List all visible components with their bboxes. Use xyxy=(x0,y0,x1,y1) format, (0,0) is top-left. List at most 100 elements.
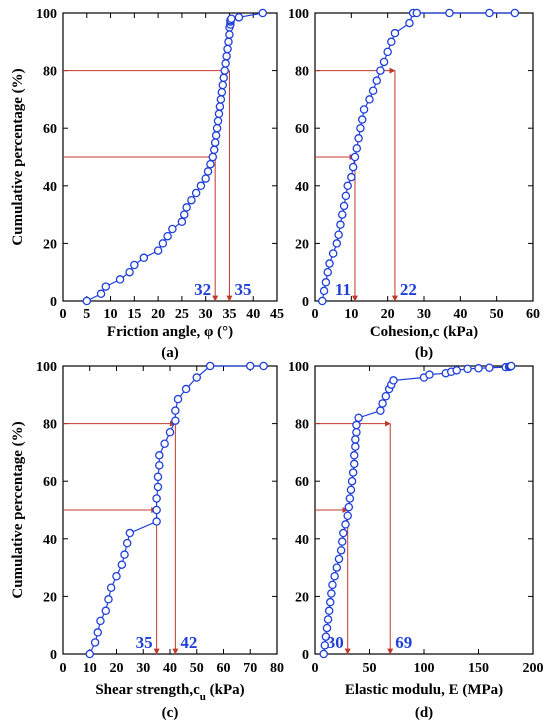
data-point xyxy=(336,546,346,555)
y-axis-label: Cumulative percentage (%) xyxy=(10,421,26,598)
data-point xyxy=(328,580,337,590)
x-axis-label-subscript: u xyxy=(200,691,206,703)
data-point xyxy=(220,66,229,75)
y-tick-label: 40 xyxy=(43,533,57,548)
y-tick-label: 80 xyxy=(295,418,309,433)
x-tick-label: 50 xyxy=(363,661,377,676)
data-point xyxy=(168,224,177,234)
data-point xyxy=(222,51,231,61)
x-axis-label: Friction angle, φ (°) xyxy=(107,324,233,340)
y-tick-label: 60 xyxy=(43,122,57,137)
data-point xyxy=(208,152,218,162)
data-point xyxy=(219,73,228,83)
panel-d: 0 50 100 150 200 0 20 40 60 80 100 Elastic modulu, … xyxy=(288,360,544,721)
data-point xyxy=(90,638,100,647)
y-tick-label: 20 xyxy=(43,237,57,252)
x-tick-label: 5 xyxy=(83,307,90,322)
data-point xyxy=(485,363,494,372)
x-axis-label: Elastic modulu, E (MPa) xyxy=(345,682,503,698)
x-tick-label: 30 xyxy=(136,661,150,676)
data-point xyxy=(318,296,327,306)
data-point xyxy=(214,109,224,119)
data-point xyxy=(181,384,191,394)
data-point xyxy=(326,597,335,607)
data-point xyxy=(153,246,163,255)
x-tick-label: 30 xyxy=(199,307,213,322)
y-axis-label: Cumulative percentage (%) xyxy=(10,68,26,245)
panel-label: (d) xyxy=(415,705,433,721)
data-point xyxy=(234,13,244,22)
data-point xyxy=(332,563,342,572)
data-point xyxy=(346,485,356,495)
data-point xyxy=(351,442,360,451)
data-point xyxy=(389,376,398,385)
data-point xyxy=(327,589,336,598)
y-tick-label: 80 xyxy=(295,65,309,80)
panel-label: (a) xyxy=(161,345,179,361)
y-tick-label: 80 xyxy=(43,418,57,433)
reference-value-label: 69 xyxy=(395,633,412,652)
data-point xyxy=(153,482,163,492)
x-tick-label: 40 xyxy=(163,661,177,676)
data-point xyxy=(352,420,361,430)
data-point xyxy=(463,364,472,374)
data-point xyxy=(376,406,385,415)
data-point xyxy=(343,181,352,191)
x-tick-label: 35 xyxy=(222,307,236,322)
data-point xyxy=(160,439,169,449)
x-axis-label: Shear strength,cu (kPa) xyxy=(95,682,244,703)
x-tick-label: 30 xyxy=(417,307,431,322)
data-point xyxy=(325,259,334,268)
data-point xyxy=(227,14,236,24)
x-tick-label: 25 xyxy=(175,307,189,322)
data-point xyxy=(506,361,516,371)
data-point xyxy=(155,461,164,470)
x-tick-label: 10 xyxy=(344,307,358,322)
y-tick-label: 0 xyxy=(302,295,309,310)
reference-value-label: 11 xyxy=(335,280,351,299)
data-point xyxy=(205,361,215,371)
y-tick-label: 60 xyxy=(295,122,309,137)
data-point xyxy=(321,278,331,287)
data-point xyxy=(155,451,164,460)
data-point xyxy=(347,476,357,486)
data-point xyxy=(104,595,113,604)
data-point xyxy=(381,391,391,401)
data-point xyxy=(378,399,387,408)
data-point xyxy=(323,615,333,624)
x-tick-label: 60 xyxy=(217,661,231,676)
data-point xyxy=(217,87,227,97)
y-tick-label: 20 xyxy=(43,590,57,605)
data-point xyxy=(163,231,172,241)
data-point xyxy=(334,554,344,564)
reference-value-label: 22 xyxy=(400,280,417,299)
data-point xyxy=(379,57,389,67)
panel-label: (b) xyxy=(415,345,433,361)
data-point xyxy=(201,174,210,183)
data-point xyxy=(221,59,230,68)
x-tick-label: 15 xyxy=(127,307,141,322)
data-point xyxy=(177,217,187,227)
data-point xyxy=(212,123,222,133)
y-tick-label: 0 xyxy=(50,295,57,310)
x-tick-label: 20 xyxy=(381,307,395,322)
data-point xyxy=(218,80,228,90)
data-point xyxy=(180,210,189,219)
data-point xyxy=(337,537,347,546)
data-point xyxy=(336,220,345,229)
data-point xyxy=(96,616,105,626)
y-tick-label: 0 xyxy=(302,648,309,663)
data-point xyxy=(485,8,494,18)
x-tick-label: 45 xyxy=(270,307,284,322)
data-point xyxy=(452,366,461,375)
data-point xyxy=(339,528,348,538)
data-point xyxy=(101,606,111,616)
y-tick-label: 100 xyxy=(36,7,57,22)
data-point xyxy=(425,370,434,379)
data-point xyxy=(122,538,132,548)
data-point xyxy=(216,95,226,104)
data-point xyxy=(351,435,360,444)
data-point xyxy=(152,505,161,515)
data-point xyxy=(224,37,233,47)
data-point xyxy=(349,459,359,469)
